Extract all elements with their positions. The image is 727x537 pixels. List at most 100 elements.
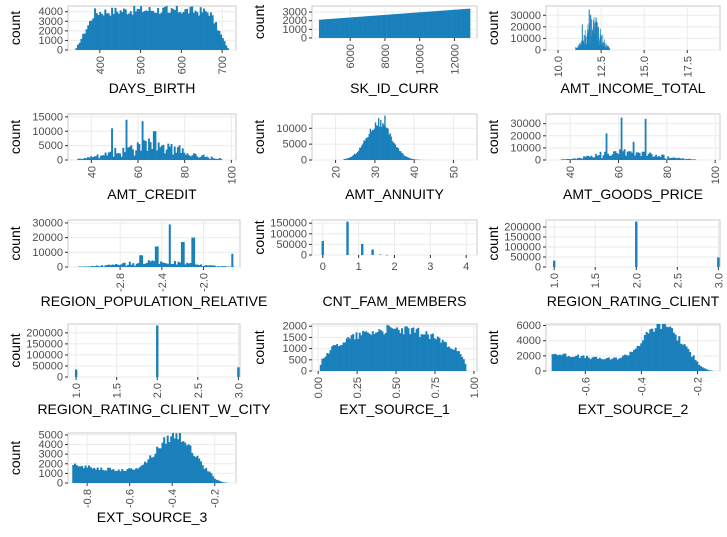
histogram-bar bbox=[586, 155, 588, 160]
y-axis-title: count bbox=[251, 5, 267, 39]
histogram-bar bbox=[130, 145, 133, 160]
histogram-bar bbox=[372, 130, 375, 160]
histogram-bar bbox=[123, 152, 126, 160]
histogram-bar bbox=[439, 10, 442, 39]
histogram-bar bbox=[219, 481, 222, 483]
histogram-bar bbox=[614, 357, 618, 371]
histogram-bar bbox=[156, 150, 159, 160]
x-axis-title: AMT_CREDIT bbox=[107, 186, 197, 202]
histogram-bar bbox=[100, 467, 103, 483]
histogram-bar bbox=[345, 158, 347, 160]
histogram-bar bbox=[96, 467, 99, 483]
histogram-bar bbox=[213, 478, 216, 483]
histogram-bar bbox=[152, 131, 155, 160]
histogram-bar bbox=[176, 147, 179, 160]
histogram-bar bbox=[359, 16, 362, 38]
histogram-bar bbox=[409, 13, 412, 38]
histogram-bar bbox=[164, 443, 167, 483]
histogram-bar bbox=[707, 369, 710, 371]
histogram-bar bbox=[459, 9, 462, 38]
histogram-bar bbox=[360, 335, 363, 371]
histogram-bar bbox=[156, 446, 159, 483]
histogram-bar bbox=[388, 134, 390, 160]
histogram-bar bbox=[226, 48, 229, 50]
histogram-bar bbox=[122, 470, 126, 483]
histogram-bar bbox=[213, 265, 216, 267]
x-tick-label: 2.0 bbox=[631, 273, 643, 288]
histogram-bar bbox=[382, 14, 385, 39]
y-tick-label: 3000 bbox=[39, 449, 63, 461]
histogram-bar bbox=[650, 153, 653, 160]
histogram-bar bbox=[107, 13, 110, 51]
histogram-bar bbox=[652, 331, 656, 371]
histogram-bar bbox=[656, 156, 659, 160]
histogram-bar bbox=[148, 7, 151, 50]
histogram-bar bbox=[198, 458, 201, 483]
histogram-bar bbox=[183, 152, 186, 160]
histogram-bar bbox=[425, 331, 428, 371]
histogram-bar bbox=[109, 15, 112, 51]
histogram-bar bbox=[129, 11, 132, 51]
histogram-bar bbox=[159, 147, 162, 160]
histogram-bar bbox=[139, 255, 142, 267]
histogram-bar bbox=[436, 336, 439, 371]
histogram-bar bbox=[463, 9, 466, 39]
histogram-bar bbox=[633, 349, 636, 371]
histogram-bar bbox=[462, 359, 465, 371]
histogram-bar bbox=[114, 147, 117, 160]
histogram-bar bbox=[595, 356, 598, 371]
histogram-bar bbox=[412, 327, 415, 371]
histogram-bar bbox=[602, 359, 605, 371]
y-tick-label: 1500 bbox=[283, 332, 307, 344]
y-axis-title: count bbox=[7, 226, 23, 260]
histogram-bar bbox=[144, 141, 147, 160]
histogram-bar bbox=[78, 158, 81, 160]
histogram-bar bbox=[625, 155, 627, 160]
histogram-bar bbox=[595, 25, 596, 50]
histogram-bar bbox=[606, 45, 608, 50]
histogram-bar bbox=[168, 146, 171, 160]
histogram-bar bbox=[180, 441, 183, 483]
histogram-bar bbox=[327, 19, 330, 38]
histogram-bar bbox=[162, 144, 165, 160]
histogram-bar bbox=[348, 157, 351, 160]
chart-panel-5: 0 5000 10000 20 30 40 50 count AMT_ANNUITY bbox=[251, 113, 478, 202]
histogram-bar bbox=[175, 264, 178, 267]
histogram-bar bbox=[203, 265, 206, 267]
histogram-bar bbox=[116, 11, 119, 51]
histogram-bar bbox=[342, 342, 345, 371]
x-axis-title: AMT_GOODS_PRICE bbox=[563, 186, 703, 202]
y-tick-label: 200000 bbox=[26, 327, 63, 339]
histogram-bar bbox=[586, 36, 588, 50]
histogram-bar bbox=[95, 265, 98, 267]
histogram-bar bbox=[690, 356, 693, 371]
x-axis-title: EXT_SOURCE_3 bbox=[97, 509, 208, 525]
histogram-bar bbox=[205, 467, 208, 483]
histogram-bar bbox=[679, 158, 682, 160]
y-axis-title: count bbox=[7, 120, 23, 154]
y-tick-label: 20000 bbox=[510, 130, 541, 142]
histogram-bar bbox=[362, 143, 364, 160]
y-tick-label: 50000 bbox=[510, 252, 541, 264]
x-tick-label: -2.0 bbox=[199, 273, 211, 292]
histogram-bar bbox=[142, 464, 145, 483]
x-tick-label: -2.4 bbox=[157, 273, 169, 292]
x-tick-label: 1.0 bbox=[549, 273, 561, 288]
histogram-bar bbox=[385, 127, 387, 160]
histogram-bar bbox=[135, 468, 138, 483]
histogram-bar bbox=[454, 9, 457, 39]
histogram-bar bbox=[339, 18, 342, 38]
histogram-bar bbox=[373, 334, 376, 371]
histogram-bar bbox=[584, 156, 587, 160]
histogram-bar bbox=[97, 266, 100, 267]
histogram-bar bbox=[128, 261, 131, 267]
histogram-bar bbox=[399, 333, 402, 371]
histogram-bar bbox=[616, 153, 618, 160]
histogram-bar bbox=[385, 254, 389, 256]
histogram-bar bbox=[405, 156, 407, 160]
histogram-bar bbox=[381, 15, 384, 38]
histogram-bar bbox=[596, 155, 599, 160]
histogram-bar bbox=[663, 324, 666, 371]
histogram-bar bbox=[582, 355, 585, 371]
histogram-bar bbox=[584, 44, 586, 50]
